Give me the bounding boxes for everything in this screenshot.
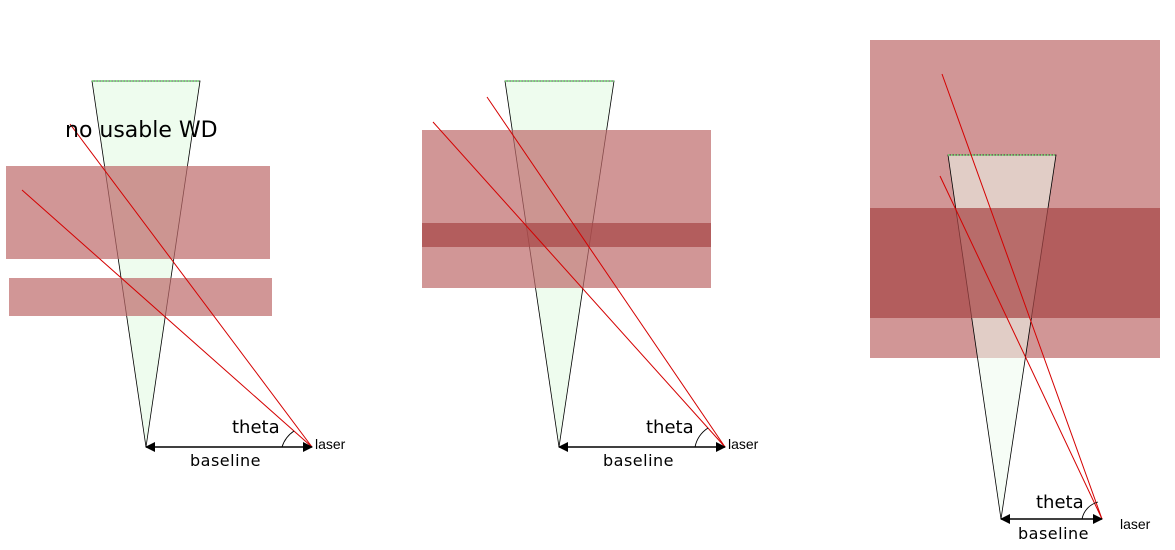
laser-ray-middle-2 xyxy=(432,121,726,448)
baseline-label-middle: baseline xyxy=(603,451,674,470)
laser-ray-right-2 xyxy=(939,175,1103,520)
object-band-upper-left xyxy=(6,166,270,259)
theta-label-right: theta xyxy=(1036,492,1084,513)
panel-left: no usable WD theta baseline laser xyxy=(6,80,346,470)
laser-label-right: laser xyxy=(1120,516,1151,532)
laser-ray-left-1 xyxy=(69,123,313,448)
laser-label-left: laser xyxy=(315,436,346,452)
panel-middle: theta baseline laser xyxy=(422,80,759,470)
baseline-label-right: baseline xyxy=(1018,524,1089,543)
object-band-middle xyxy=(422,130,711,288)
theta-label-middle: theta xyxy=(646,417,694,438)
laser-ray-right-1 xyxy=(941,73,1103,520)
theta-arc-left xyxy=(281,430,295,448)
laser-ray-left-2 xyxy=(21,189,313,448)
no-usable-wd-label: no usable WD xyxy=(65,118,218,143)
laser-label-middle: laser xyxy=(728,436,759,452)
laser-ray-middle-1 xyxy=(486,96,726,448)
baseline-label-left: baseline xyxy=(190,451,261,470)
panel-right: theta baseline laser xyxy=(870,40,1160,543)
theta-label-left: theta xyxy=(232,417,280,438)
theta-arc-middle xyxy=(694,427,709,448)
overlap-band-middle xyxy=(422,223,711,247)
overlap-band-right xyxy=(870,208,1160,318)
object-band-lower-left xyxy=(9,278,272,316)
